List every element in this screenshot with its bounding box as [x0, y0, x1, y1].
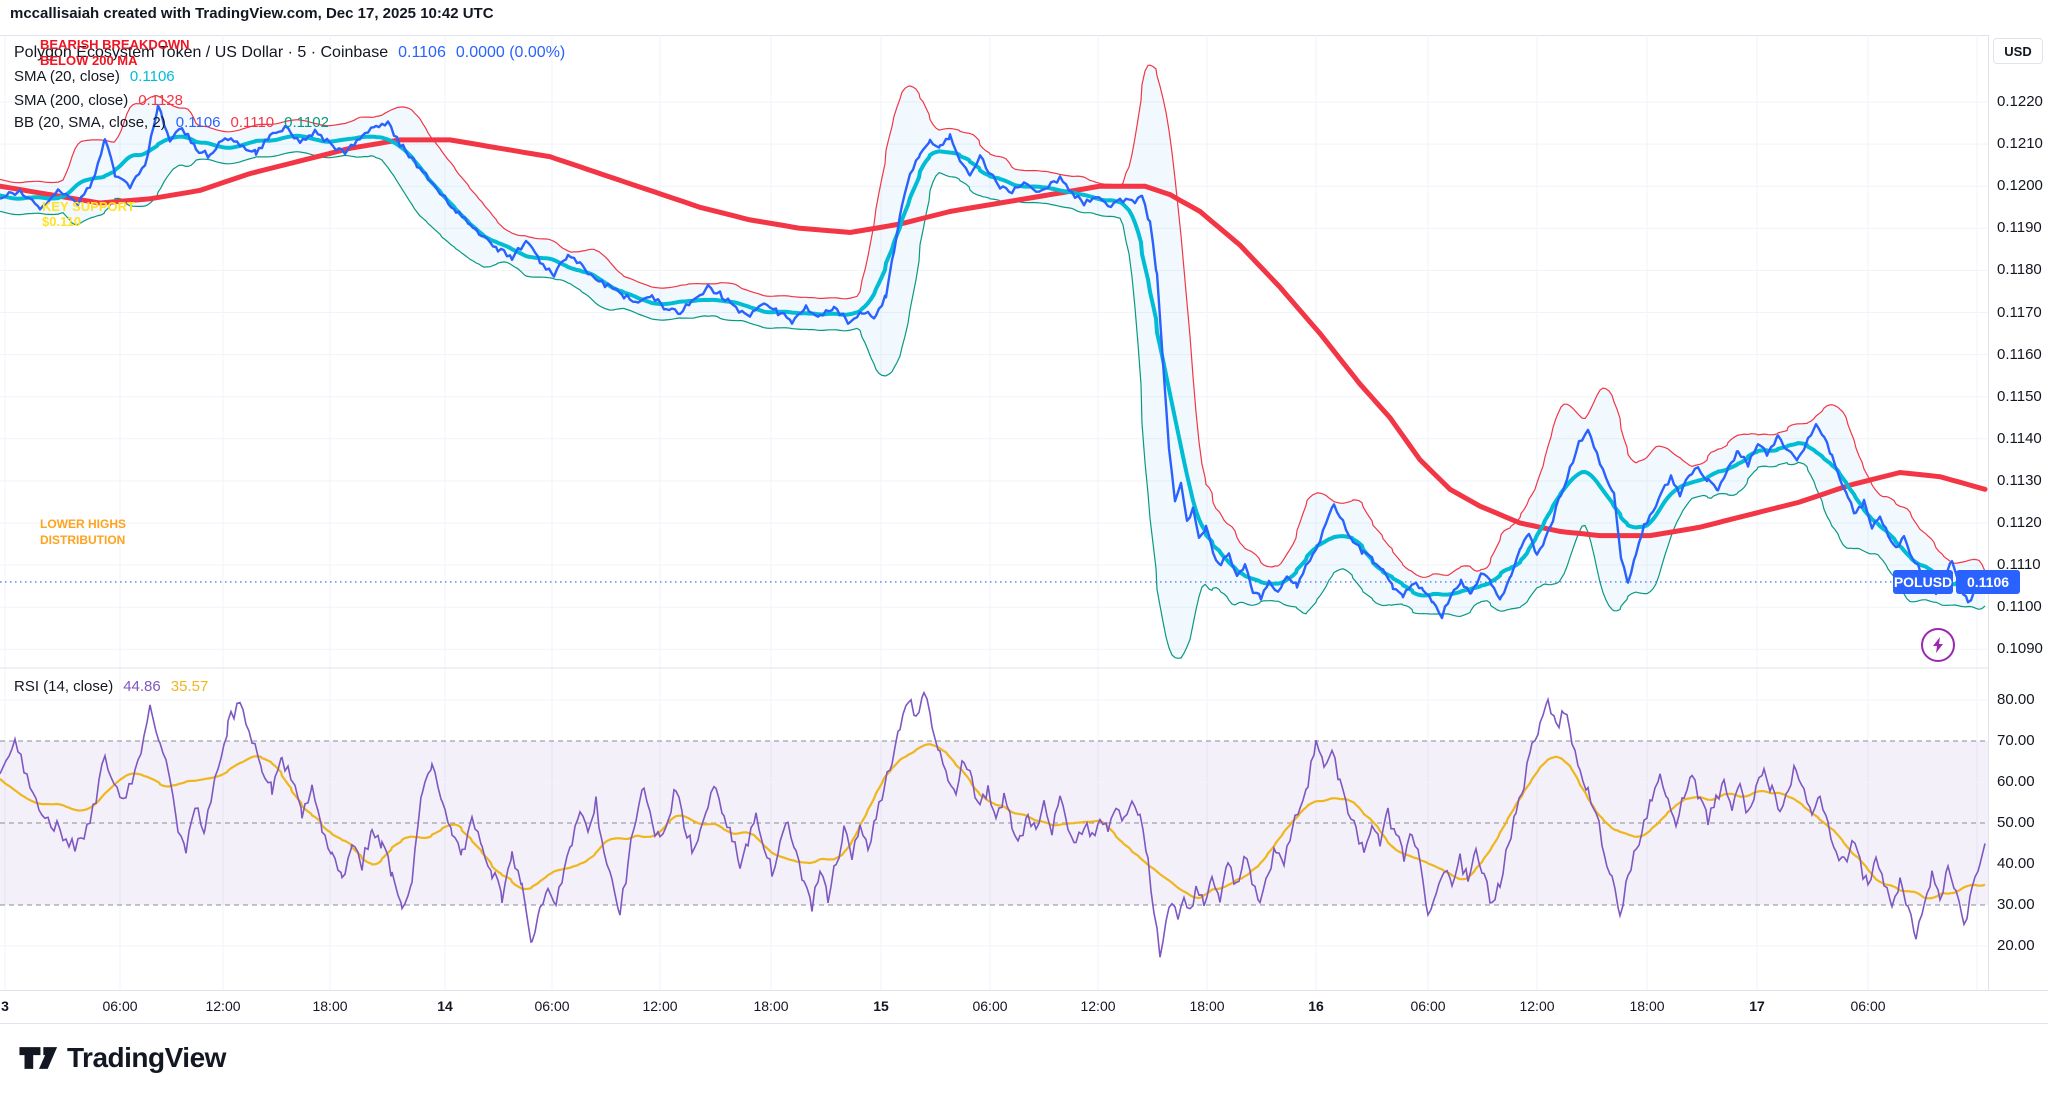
symbol-change: 0.0000 (0.00%) [455, 44, 566, 61]
bb-legend-row[interactable]: BB (20, SMA, close, 2) 0.1106 0.1110 0.1… [14, 111, 329, 133]
rsi-axis-label: 60.00 [1997, 773, 2035, 790]
sma200-label: SMA (200, close) [14, 91, 129, 109]
symbol-last-price: 0.1106 [398, 44, 446, 61]
rsi-ma-value: 35.57 [170, 677, 209, 695]
price-axis-label: 0.1150 [1997, 387, 2042, 405]
price-axis-label: 0.1100 [1997, 598, 2042, 616]
bb-basis-value: 0.1106 [175, 113, 221, 131]
time-axis-label: 06:00 [1850, 998, 1886, 1014]
currency-usd-button[interactable]: USD [1993, 38, 2043, 64]
price-axis-label: 0.1140 [1997, 429, 2042, 447]
time-axis-label: 12:00 [642, 998, 678, 1014]
price-axis[interactable]: USD 0.1220 0.1210 0.1200 0.1190 0.1180 0.1170… [1988, 35, 2048, 990]
sma20-line [0, 133, 1987, 598]
rsi-axis-label: 80.00 [1997, 691, 2035, 708]
price-axis-label: 0.1170 [1997, 303, 2042, 321]
close-line [0, 104, 1986, 620]
lightning-icon [1933, 637, 1943, 653]
time-axis-label: 15 [873, 998, 889, 1014]
sma200-legend-row[interactable]: SMA (200, close) 0.1128 [14, 89, 183, 111]
annotation-distribution: DISTRIBUTION [40, 533, 126, 547]
rsi-axis-label: 40.00 [1997, 855, 2035, 872]
annotation-key-support: KEY SUPPORT [42, 199, 135, 214]
price-axis-label: 0.1190 [1997, 219, 2042, 237]
rsi-ma-line [0, 742, 1986, 900]
symbol-title: Polygon Ecosystem Token / US Dollar · 5 … [14, 44, 389, 61]
price-axis-label: 0.1210 [1997, 135, 2043, 153]
attribution-text: mccallisaiah created with TradingView.co… [10, 5, 494, 22]
rsi-line [0, 690, 1986, 958]
price-axis-label: 0.1200 [1997, 177, 2043, 195]
time-axis[interactable]: 3 06:00 12:00 18:00 14 06:00 12:00 18:00 15 06:00… [0, 990, 2048, 1024]
time-axis-label: 16 [1308, 998, 1324, 1014]
annotation-lower-highs: LOWER HIGHS [40, 517, 126, 531]
symbol-price-badge-label[interactable]: POLUSD [1893, 570, 1953, 594]
symbol-legend-row[interactable]: Polygon Ecosystem Token / US Dollar · 5 … [14, 42, 565, 64]
bb-fill [0, 65, 1985, 659]
sma200-line [0, 137, 1988, 539]
time-axis-label: 18:00 [1629, 998, 1665, 1014]
rsi-legend-row[interactable]: RSI (14, close) 44.86 35.57 [14, 675, 208, 697]
price-axis-label: 0.1180 [1997, 261, 2042, 279]
boost-button[interactable] [1921, 628, 1955, 662]
price-axis-label: 0.1120 [1997, 514, 2042, 531]
sma200-value: 0.1128 [138, 91, 183, 109]
time-axis-label: 17 [1749, 998, 1765, 1014]
sma20-value: 0.1106 [129, 67, 175, 85]
price-axis-label: 0.1130 [1997, 471, 2042, 489]
time-axis-label: 06:00 [102, 998, 138, 1014]
rsi-axis-label: 30.00 [1997, 896, 2035, 913]
symbol-price-badge-value[interactable]: 0.1106 [1956, 570, 2020, 594]
price-axis-label: 0.1090 [1997, 640, 2043, 658]
annotation-below-200ma: BELOW 200 MA [40, 53, 138, 68]
price-rsi-chart-canvas[interactable] [0, 35, 1988, 990]
time-axis-label: 06:00 [972, 998, 1008, 1014]
price-axis-label: 0.1110 [1997, 556, 2041, 574]
tradingview-logo-text: TradingView [67, 1042, 226, 1073]
bb-label: BB (20, SMA, close, 2) [14, 113, 166, 131]
bb-lower-value: 0.1102 [284, 113, 329, 131]
sma20-legend-row[interactable]: SMA (20, close) 0.1106 [14, 65, 175, 87]
tradingview-logo[interactable]: TradingView [18, 1042, 226, 1074]
rsi-axis-label: 70.00 [1997, 732, 2035, 749]
sma20-label: SMA (20, close) [14, 67, 120, 85]
price-axis-label: 0.1220 [1997, 93, 2043, 110]
rsi-axis-label: 50.00 [1997, 814, 2035, 831]
time-axis-label: 12:00 [1080, 998, 1116, 1014]
time-axis-label: 14 [437, 998, 453, 1014]
time-axis-label: 18:00 [753, 998, 789, 1014]
rsi-axis-label: 20.00 [1997, 937, 2035, 954]
annotation-key-support-price: $0.110 [42, 214, 82, 229]
bb-upper-value: 0.1110 [230, 113, 275, 131]
time-axis-label: 06:00 [534, 998, 570, 1014]
time-axis-label: 3 [1, 998, 9, 1014]
tradingview-logo-icon [19, 1047, 58, 1069]
annotation-bearish-breakdown: BEARISH BREAKDOWN [40, 37, 190, 52]
chart-widget [0, 35, 2048, 1023]
bb-lower-line [0, 151, 1986, 659]
time-axis-label: 18:00 [1189, 998, 1225, 1014]
time-axis-label: 12:00 [205, 998, 241, 1014]
rsi-label: RSI (14, close) [14, 677, 114, 695]
time-axis-label: 18:00 [312, 998, 348, 1014]
rsi-value: 44.86 [123, 677, 161, 695]
time-axis-label: 06:00 [1410, 998, 1446, 1014]
bb-upper-line [0, 64, 1986, 578]
price-axis-label: 0.1160 [1997, 345, 2042, 363]
time-axis-label: 12:00 [1519, 998, 1555, 1014]
